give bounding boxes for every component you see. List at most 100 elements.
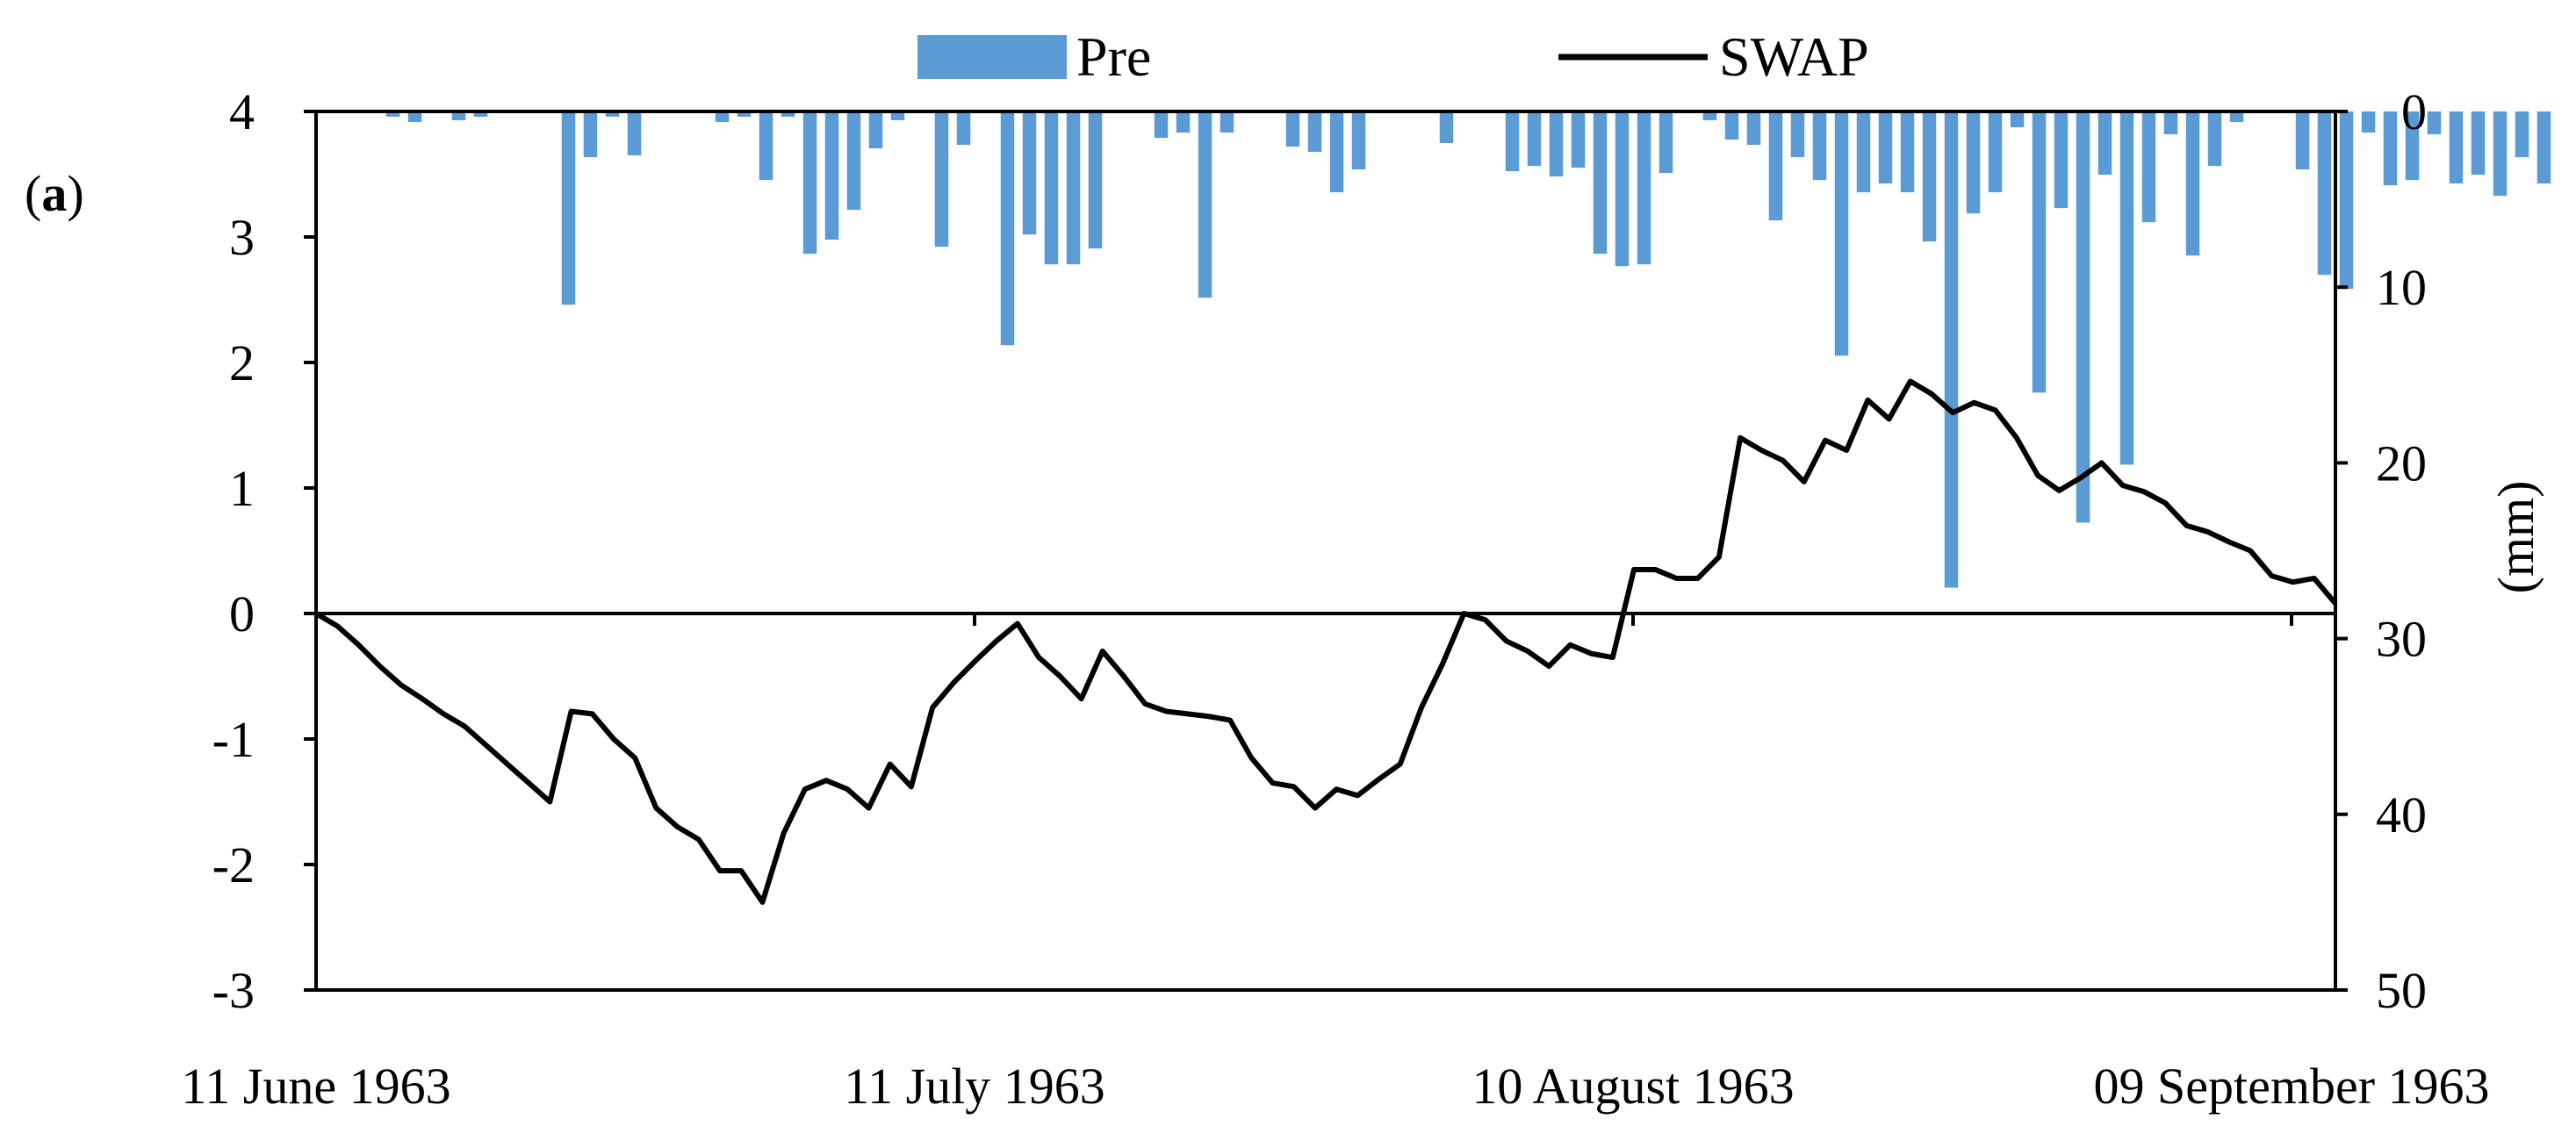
pre-bar xyxy=(868,111,883,149)
pre-bar xyxy=(759,111,774,181)
pre-bar xyxy=(2405,111,2420,181)
plot-frame xyxy=(314,110,2337,992)
pre-bar xyxy=(715,111,730,123)
swap-line xyxy=(314,378,2338,905)
pre-bar xyxy=(1834,111,1849,356)
x-tick-label: 11 June 1963 xyxy=(181,1058,450,1115)
pre-bar xyxy=(846,111,861,211)
pre-bar xyxy=(407,111,422,123)
pre-bar xyxy=(1329,111,1344,193)
pre-bar xyxy=(1768,111,1783,221)
pre-bar xyxy=(2471,111,2486,176)
legend-swap-label: SWAP xyxy=(1719,25,1869,88)
pre-bar xyxy=(2119,111,2134,465)
right-tick-label: 20 xyxy=(2376,434,2427,491)
pre-bar xyxy=(2515,111,2529,158)
pre-bar xyxy=(1505,111,1520,172)
pre-bar xyxy=(1988,111,2003,193)
pre-bar xyxy=(561,111,576,305)
pre-bar xyxy=(1351,111,1366,170)
pre-bar xyxy=(956,111,971,146)
legend-pre-swatch xyxy=(917,35,1067,79)
pre-bar xyxy=(1966,111,1981,214)
panel-label-close: ) xyxy=(67,165,83,222)
pre-bar xyxy=(2383,111,2398,186)
right-tick-label: 30 xyxy=(2376,611,2427,668)
pre-bar xyxy=(1878,111,1893,184)
pre-bar xyxy=(890,111,905,121)
pre-bar xyxy=(1066,111,1081,265)
pre-bar xyxy=(1022,111,1037,235)
right-axis-ticks: 0 10 20 30 40 50 xyxy=(2335,83,2427,1019)
pre-bar xyxy=(2229,111,2244,123)
right-tick-label: 10 xyxy=(2376,259,2427,316)
pre-bar xyxy=(2163,111,2178,135)
pre-bar xyxy=(627,111,642,156)
pre-bar xyxy=(737,111,752,118)
pre-bar xyxy=(1220,111,1234,133)
pre-bar xyxy=(1593,111,1608,255)
pre-bar xyxy=(2449,111,2464,184)
pre-bar xyxy=(1088,111,1103,249)
pre-bar xyxy=(1702,111,1717,121)
left-tick-label: -3 xyxy=(212,962,255,1019)
pre-bar xyxy=(2097,111,2112,176)
right-tick-label: 50 xyxy=(2376,962,2427,1019)
x-tick-label: 09 September 1963 xyxy=(2093,1058,2489,1115)
pre-bar xyxy=(2295,111,2310,170)
legend: Pre SWAP xyxy=(917,25,1869,88)
pre-bar xyxy=(385,111,400,118)
left-axis-ticks: 4 3 2 1 0 -1 -2 -3 xyxy=(212,83,316,1019)
pre-bar xyxy=(2339,111,2354,290)
x-tick-label: 10 August 1963 xyxy=(1471,1058,1794,1115)
panel-label: (a) xyxy=(25,165,84,222)
pre-bar xyxy=(1790,111,1805,158)
pre-bar xyxy=(1527,111,1542,167)
pre-bar xyxy=(451,111,466,121)
left-tick-label: 0 xyxy=(229,585,255,642)
pre-bar xyxy=(2010,111,2025,128)
swap-line-group xyxy=(314,378,2338,905)
pre-bar xyxy=(1856,111,1871,193)
pre-bar xyxy=(1571,111,1586,169)
left-tick-label: 1 xyxy=(229,460,255,517)
pre-bar xyxy=(1724,111,1739,140)
x-tick-label: 11 July 1963 xyxy=(844,1058,1105,1115)
pre-bar xyxy=(2076,111,2090,523)
pre-bar xyxy=(1044,111,1059,265)
pre-bar xyxy=(1439,111,1454,144)
left-tick-label: -2 xyxy=(212,836,255,893)
pre-bar xyxy=(2032,111,2047,393)
pre-bar xyxy=(1922,111,1937,242)
pre-bar xyxy=(583,111,598,158)
left-tick-label: -1 xyxy=(212,711,255,768)
pre-bar xyxy=(1307,111,1322,153)
pre-bar xyxy=(2361,111,2376,133)
right-tick-label: 0 xyxy=(2401,83,2427,140)
legend-pre-label: Pre xyxy=(1076,25,1151,88)
panel-label-open: ( xyxy=(25,165,41,222)
pre-bar xyxy=(1549,111,1564,177)
pre-bar xyxy=(473,111,488,118)
pre-bar xyxy=(2317,111,2332,276)
pre-bar xyxy=(2493,111,2508,197)
pre-bar xyxy=(2054,111,2069,209)
precipitation-bars xyxy=(385,111,2551,588)
pre-bar xyxy=(1285,111,1300,147)
pre-bar xyxy=(934,111,949,248)
pre-bar xyxy=(2536,111,2551,184)
left-tick-label: 4 xyxy=(229,83,255,140)
pre-bar xyxy=(1615,111,1630,267)
pre-bar xyxy=(1154,111,1169,139)
pre-bar xyxy=(781,111,795,118)
pre-bar xyxy=(2141,111,2156,223)
pre-bar xyxy=(1944,111,1959,588)
right-axis-label: (mm) xyxy=(2487,481,2544,594)
pre-bar xyxy=(2427,111,2442,135)
panel-label-letter: a xyxy=(41,165,67,222)
pre-bar xyxy=(605,111,620,118)
x-axis-ticks: 11 June 1963 11 July 1963 10 August 1963 09… xyxy=(181,613,2490,1115)
pre-bar xyxy=(2185,111,2200,256)
pre-bar xyxy=(1000,111,1015,346)
